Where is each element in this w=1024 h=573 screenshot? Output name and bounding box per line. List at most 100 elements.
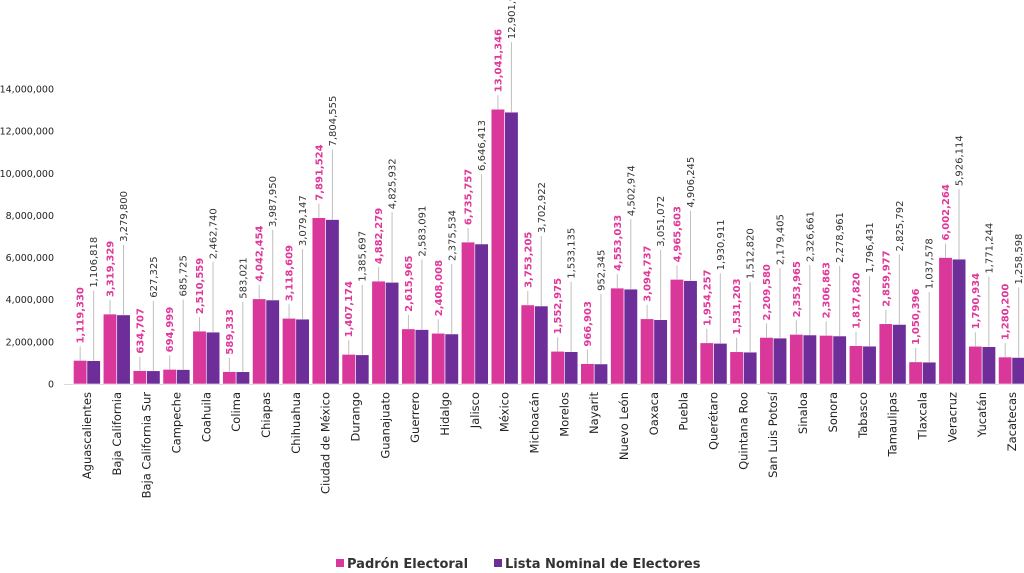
- x-tick-label: San Luis Potosí: [766, 391, 780, 478]
- bar-padron-electoral: [938, 257, 953, 385]
- bar-padron-electoral: [461, 241, 476, 385]
- bar-lista-nominal: [146, 370, 161, 385]
- y-tick-label: 6,000,000: [6, 253, 54, 264]
- data-label: 694,999: [165, 307, 176, 353]
- bar-padron-electoral: [580, 363, 595, 385]
- bar-lista-nominal: [414, 329, 429, 385]
- data-label: 1,050,396: [911, 289, 922, 345]
- bar-padron-electoral: [192, 330, 207, 385]
- bar-lista-nominal: [295, 318, 310, 385]
- bar-padron-electoral: [102, 313, 118, 385]
- data-label: 589,333: [225, 309, 236, 355]
- data-label: 1,771,244: [984, 223, 995, 274]
- bar-lista-nominal: [176, 369, 191, 385]
- data-label: 1,258,598: [1014, 234, 1024, 285]
- data-label: 2,825,792: [895, 201, 906, 252]
- bar-lista-nominal: [653, 319, 668, 385]
- bar-lista-nominal: [862, 345, 877, 385]
- x-tick-label: Baja California Sur: [140, 392, 154, 499]
- bar-lista-nominal: [116, 314, 131, 385]
- data-label: 5,926,114: [955, 135, 966, 186]
- data-label: 3,753,205: [523, 232, 534, 288]
- x-tick-label: Oaxaca: [647, 392, 661, 435]
- data-label: 1,106,818: [89, 237, 100, 288]
- data-label: 2,859,977: [881, 250, 892, 306]
- x-tick-label: Sonora: [826, 392, 840, 432]
- x-tick-label: Guerrero: [408, 392, 422, 443]
- bar-padron-electoral: [73, 360, 88, 385]
- data-label: 2,306,863: [822, 262, 833, 318]
- bar-padron-electoral: [998, 356, 1013, 385]
- data-label: 1,930,911: [716, 219, 727, 270]
- data-label: 3,094,737: [643, 245, 654, 301]
- x-tick-label: Michoacán: [528, 392, 542, 453]
- y-tick-label: 12,000,000: [0, 127, 54, 138]
- data-label: 7,891,524: [314, 144, 325, 200]
- legend-swatch: [336, 559, 344, 567]
- bar-lista-nominal: [86, 360, 101, 385]
- data-label: 1,512,820: [746, 228, 757, 279]
- y-tick-label: 2,000,000: [6, 337, 54, 348]
- bar-padron-electoral: [789, 334, 804, 385]
- bar-padron-electoral: [729, 351, 744, 385]
- x-tick-label: Querétaro: [707, 392, 721, 450]
- y-tick-label: 14,000,000: [0, 85, 54, 96]
- data-label: 1,796,431: [865, 222, 876, 273]
- x-tick-label: Tlaxcala: [915, 392, 929, 440]
- x-tick-label: Baja California: [110, 392, 124, 475]
- data-label: 2,408,008: [434, 260, 445, 316]
- data-label: 2,209,580: [762, 264, 773, 320]
- bar-padron-electoral: [252, 298, 267, 385]
- bar-lista-nominal: [892, 324, 907, 385]
- data-label: 3,079,147: [298, 195, 309, 246]
- bar-padron-electoral: [669, 279, 685, 385]
- x-tick-label: Morelos: [557, 392, 571, 437]
- y-tick-label: 10,000,000: [0, 169, 54, 180]
- data-label: 3,319,329: [106, 241, 117, 297]
- bar-padron-electoral: [759, 337, 774, 385]
- bar-padron-electoral: [132, 370, 147, 385]
- data-label: 1,037,578: [925, 238, 936, 289]
- bar-lista-nominal: [832, 335, 847, 385]
- bar-padron-electoral: [610, 287, 625, 385]
- data-label: 3,118,609: [285, 245, 296, 301]
- bar-padron-electoral: [490, 108, 505, 385]
- x-tick-label: Aguascalientes: [80, 392, 94, 479]
- x-tick-label: Jalisco: [468, 392, 482, 429]
- bar-lista-nominal: [325, 219, 340, 385]
- bar-padron-electoral: [699, 342, 714, 385]
- bar-lista-nominal: [205, 331, 221, 385]
- data-label: 966,903: [583, 301, 594, 347]
- data-label: 2,510,559: [195, 258, 206, 314]
- bar-lista-nominal: [444, 333, 459, 385]
- bar-lista-nominal: [981, 346, 996, 385]
- data-label: 1,552,975: [553, 278, 564, 334]
- x-tick-label: Ciudad de México: [319, 392, 333, 494]
- y-tick-label: 8,000,000: [6, 211, 54, 222]
- data-label: 634,707: [135, 308, 146, 354]
- bar-lista-nominal: [564, 351, 579, 385]
- data-label: 1,119,330: [76, 287, 87, 343]
- data-label: 3,987,950: [268, 176, 279, 227]
- x-tick-label: Tamaulipas: [886, 392, 900, 457]
- data-label: 1,533,135: [567, 228, 578, 279]
- bar-padron-electoral: [281, 317, 297, 385]
- data-label: 6,735,757: [464, 169, 475, 225]
- bar-lista-nominal: [623, 288, 638, 385]
- data-label: 2,375,534: [447, 210, 458, 261]
- bar-lista-nominal: [385, 282, 400, 385]
- bar-lista-nominal: [683, 280, 698, 385]
- bar-padron-electoral: [550, 350, 565, 385]
- y-tick-label: 4,000,000: [6, 295, 54, 306]
- bar-lista-nominal: [951, 258, 967, 385]
- x-tick-label: Tabasco: [856, 392, 870, 439]
- y-tick-label: 0: [48, 380, 54, 391]
- data-label: 627,325: [149, 256, 160, 297]
- data-label: 6,002,264: [941, 184, 952, 240]
- bar-padron-electoral: [401, 328, 416, 385]
- bar-padron-electoral: [222, 371, 237, 385]
- data-label: 3,702,922: [537, 182, 548, 233]
- bar-lista-nominal: [922, 361, 937, 385]
- bar-lista-nominal: [713, 343, 728, 385]
- x-tick-label: Guanajuato: [378, 392, 392, 459]
